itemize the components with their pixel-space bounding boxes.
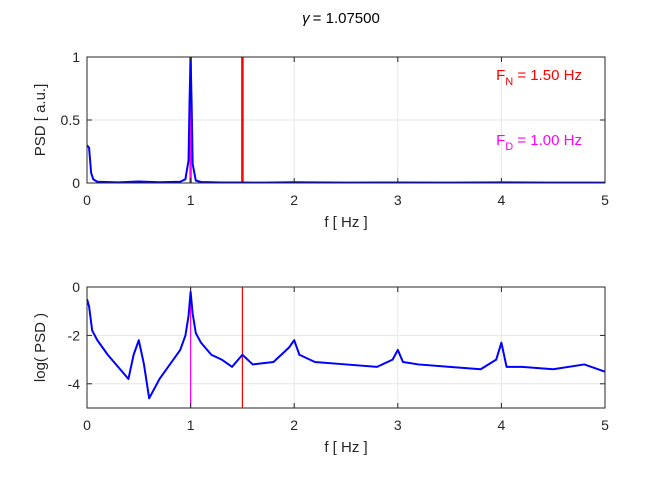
logpsd-ylabel: log( PSD ) — [32, 313, 49, 382]
figure-title: γ = 1.07500 — [302, 10, 380, 27]
psd-annotation-natural: FN = 1.50 Hz — [496, 67, 582, 88]
title-symbol: γ — [302, 10, 311, 27]
psd-xtick-label: 2 — [290, 192, 298, 208]
logpsd-ytick-label: 0 — [72, 279, 80, 295]
logpsd-ytick-label: -4 — [68, 376, 81, 392]
logpsd-axes-frame — [86, 286, 606, 409]
logpsd-ytick-label: -2 — [68, 327, 81, 343]
logpsd-xtick-label: 3 — [394, 417, 402, 433]
psd-ytick-label: 0 — [72, 175, 80, 191]
psd-xtick-label: 4 — [498, 192, 506, 208]
psd-xtick-label: 0 — [83, 192, 91, 208]
psd-xtick-label: 1 — [187, 192, 195, 208]
logpsd-xtick-label: 2 — [290, 417, 298, 433]
title-value: = 1.07500 — [313, 10, 380, 27]
psd-ytick-label: 0.5 — [61, 112, 81, 128]
logpsd-series-line — [87, 290, 605, 400]
psd-xtick-label: 5 — [601, 192, 609, 208]
logpsd-xtick-label: 4 — [498, 417, 506, 433]
psd-plot: 0 1 2 3 4 5 0 0.5 1 f [ Hz ] PSD [ a.u.] FN = 1.50 … — [32, 49, 609, 231]
psd-ytick-label: 1 — [72, 49, 80, 65]
logpsd-xtick-label: 1 — [187, 417, 195, 433]
logpsd-axes-background — [87, 287, 605, 408]
logpsd-xtick-label: 5 — [601, 417, 609, 433]
logpsd-xlabel: f [ Hz ] — [324, 439, 367, 456]
psd-annotation-driving: FD = 1.00 Hz — [496, 132, 582, 153]
logpsd-xtick-label: 0 — [83, 417, 91, 433]
psd-xtick-label: 3 — [394, 192, 402, 208]
psd-xlabel: f [ Hz ] — [324, 214, 367, 231]
log-psd-plot: 0 1 2 3 4 5 -4 -2 0 f [ Hz ] log( PSD ) — [32, 279, 609, 456]
psd-ylabel: PSD [ a.u.] — [32, 84, 49, 157]
